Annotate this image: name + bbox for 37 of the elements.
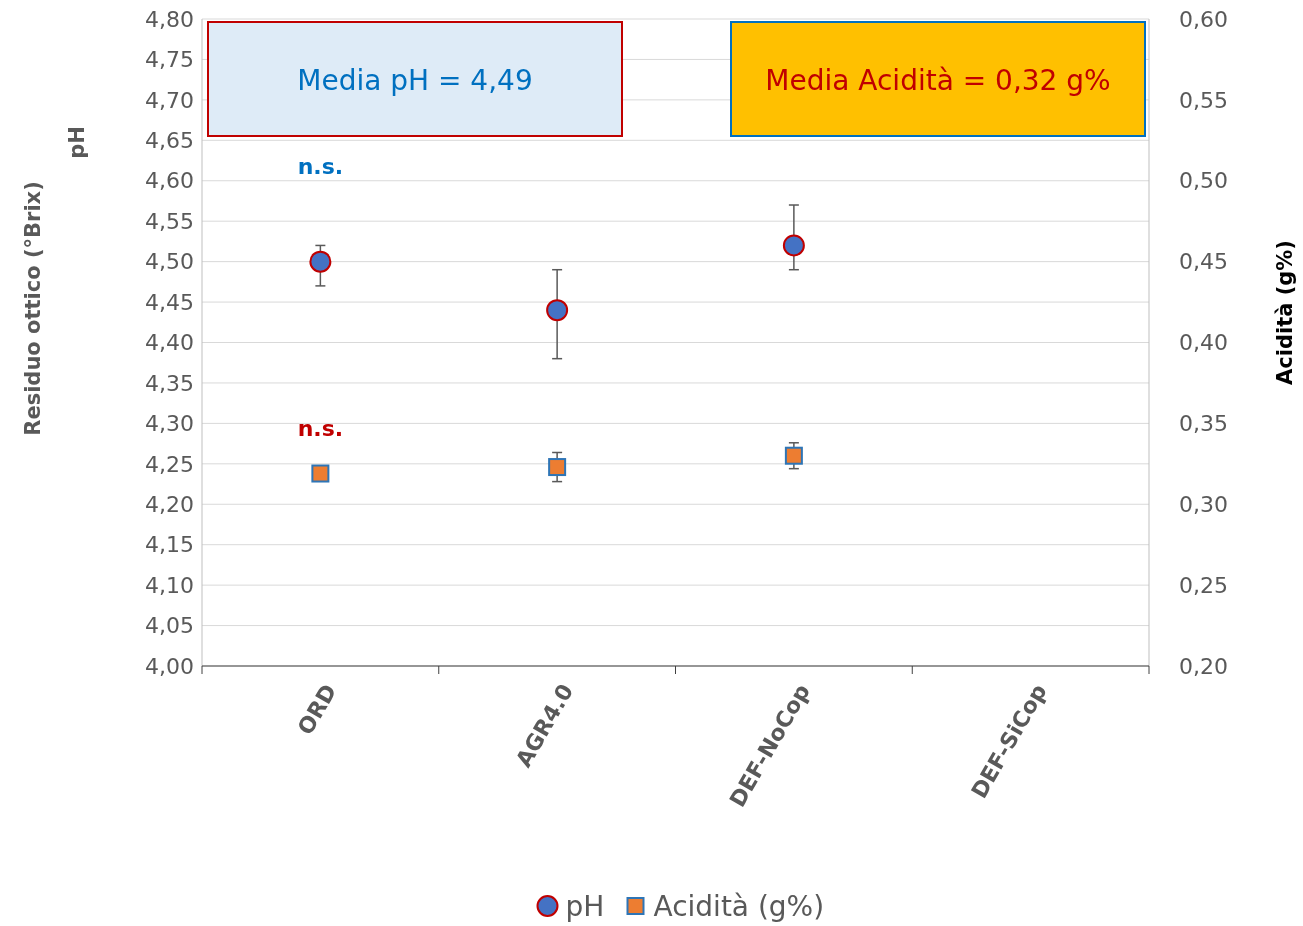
legend-label: Acidità (g%)	[653, 889, 825, 923]
y-tick-label: 4,25	[145, 451, 194, 477]
y-tick-label: 4,65	[145, 128, 194, 154]
y-tick-label: 4,45	[145, 289, 194, 315]
annotation: Media Acidità = 0,32 g%	[765, 63, 1111, 97]
y2-tick-label: 0,60	[1179, 6, 1228, 32]
y2-tick-label: 0,25	[1179, 572, 1228, 598]
y-tick-label: 4,70	[145, 87, 194, 113]
y2-tick-label: 0,50	[1179, 168, 1228, 194]
annotation: n.s.	[297, 154, 344, 180]
y-tick-label: 4,00	[145, 653, 194, 679]
y2-tick-label: 0,35	[1179, 411, 1228, 437]
y2-tick-label: 0,30	[1179, 491, 1228, 517]
y-tick-label: 4,35	[145, 370, 194, 396]
legend-label: pH	[565, 889, 605, 923]
y2-tick-label: 0,55	[1179, 87, 1228, 113]
text: Residuo ottico (°Brix) pH	[21, 126, 89, 436]
annotation: Media pH = 4,49	[297, 63, 533, 97]
annotation: n.s.	[297, 416, 344, 442]
y2-tick-label: 0,20	[1179, 653, 1228, 679]
y-tick-label: 4,20	[145, 491, 194, 517]
y-tick-label: 4,55	[145, 208, 194, 234]
y-tick-label: 4,75	[145, 47, 194, 73]
y2-axis-title: Acidità (g%)	[1273, 240, 1297, 385]
y-tick-label: 4,30	[145, 411, 194, 437]
point	[782, 234, 805, 257]
y-tick-label: 4,10	[145, 572, 194, 598]
y2-tick-label: 0,40	[1179, 330, 1228, 356]
point	[309, 250, 332, 273]
y-tick-label: 4,05	[145, 613, 194, 639]
y2-tick-label: 0,45	[1179, 249, 1228, 275]
y-tick-label: 4,40	[145, 330, 194, 356]
point	[546, 299, 569, 322]
y-tick-label: 4,50	[145, 249, 194, 275]
y-tick-label: 4,60	[145, 168, 194, 194]
y-tick-label: 4,80	[145, 6, 194, 32]
y-tick-label: 4,15	[145, 532, 194, 558]
